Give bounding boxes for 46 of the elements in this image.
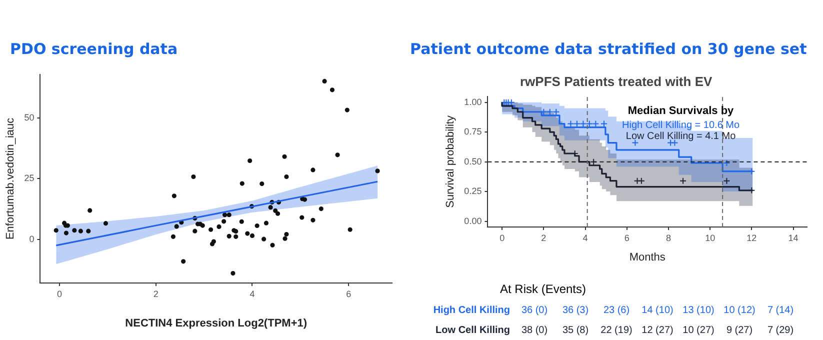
x-axis-title: Months — [629, 251, 666, 264]
y-tick-label: 0.00 — [464, 216, 482, 226]
chart-title: Patient outcome data stratified on 30 gene set — [410, 40, 807, 58]
text: 13 (10) — [682, 304, 716, 316]
text: 38 (0) — [520, 324, 549, 336]
y-tick-label: 0.50 — [464, 156, 482, 166]
chart-subtitle: rwPFS Patients treated with EV — [520, 74, 712, 89]
text: 14 (10) — [640, 304, 674, 316]
x-tick-label: 10 — [705, 232, 716, 243]
text: 35 (8) — [561, 324, 590, 336]
text: 12 (27) — [640, 324, 674, 336]
text: 7 (29) — [766, 324, 795, 336]
y-axis-title: Survival probability — [444, 115, 457, 208]
x-tick-label: 4 — [582, 232, 588, 243]
x-tick-label: 6 — [346, 288, 352, 299]
text: 23 (6) — [602, 304, 631, 316]
y-axis-title: Enfortumab.vedotin_iauc — [4, 117, 17, 240]
x-tick-label: 2 — [541, 232, 546, 243]
x-tick-label: 14 — [788, 232, 798, 243]
y-tick-label: 1.00 — [464, 96, 482, 107]
y-tick-label: 50 — [24, 112, 34, 123]
text: 9 (27) — [725, 324, 754, 336]
y-tick-label: 0.75 — [464, 126, 482, 137]
annotation: Median Survivals by — [626, 105, 735, 117]
x-tick-label: 8 — [666, 232, 671, 243]
x-tick-label: 2 — [153, 288, 158, 299]
text: High Cell Killing — [432, 304, 511, 316]
text: 7 (14) — [766, 304, 795, 316]
x-tick-label: 4 — [250, 288, 255, 299]
text: 36 (0) — [520, 304, 549, 316]
text: Low Cell Killing — [434, 324, 511, 336]
x-axis-title: NECTIN4 Expression Log2(TPM+1) — [125, 317, 308, 330]
x-tick-label: 6 — [624, 232, 630, 243]
text: At Risk (Events) — [500, 282, 588, 296]
text: 22 (19) — [600, 324, 634, 336]
annotation: High Cell Killing = 10.6 Mo — [622, 120, 740, 131]
chart-title: PDO screening data — [10, 40, 178, 58]
y-tick-label: 0.25 — [464, 186, 482, 196]
annotation: Low Cell Killing = 4.1 Mo — [624, 131, 737, 142]
x-tick-label: 0 — [500, 232, 505, 243]
text: 10 (27) — [682, 324, 716, 336]
y-tick-label: 25 — [24, 173, 34, 184]
x-tick-label: 0 — [56, 288, 62, 299]
text: 36 (3) — [561, 304, 590, 316]
text: 10 (12) — [722, 304, 756, 316]
x-tick-label: 12 — [746, 232, 757, 243]
